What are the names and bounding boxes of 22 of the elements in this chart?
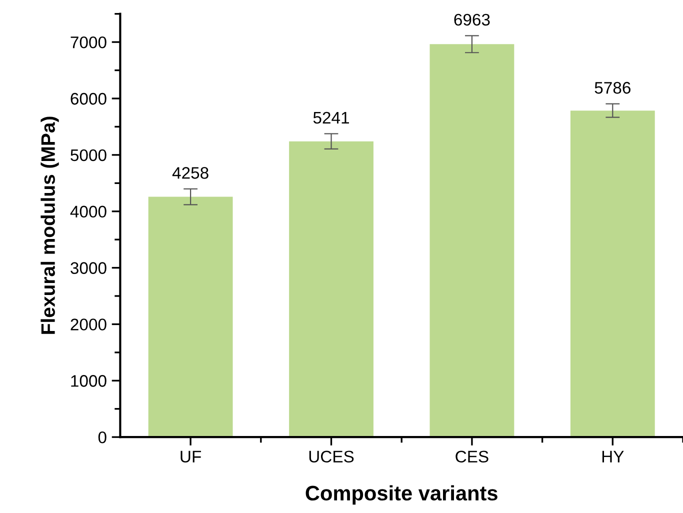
bar [570,110,655,438]
data-label: 5786 [594,82,630,94]
data-label: 6963 [454,14,490,26]
data-label: 4258 [172,167,208,179]
y-tick-label: 6000 [70,92,106,105]
x-tick-label: CES [456,450,488,463]
x-axis-title: Composite variants [306,485,498,505]
y-tick-label: 4000 [70,206,106,218]
x-tick-label: UCES [309,450,354,463]
x-tick-label: UF [180,450,201,463]
bar [289,141,374,438]
y-tick-label: 5000 [70,149,106,162]
bar [148,196,233,438]
bar [430,44,514,438]
y-tick-label: 3000 [70,262,106,274]
y-tick-label: 2000 [70,318,106,330]
y-axis-title: Flexural modulus (MPa) [40,116,59,334]
y-tick-label: 7000 [70,36,106,48]
data-label: 5241 [313,112,349,124]
x-tick-label: HY [602,450,624,462]
y-tick-label: 1000 [71,375,106,387]
y-tick-label: 0 [98,431,106,444]
